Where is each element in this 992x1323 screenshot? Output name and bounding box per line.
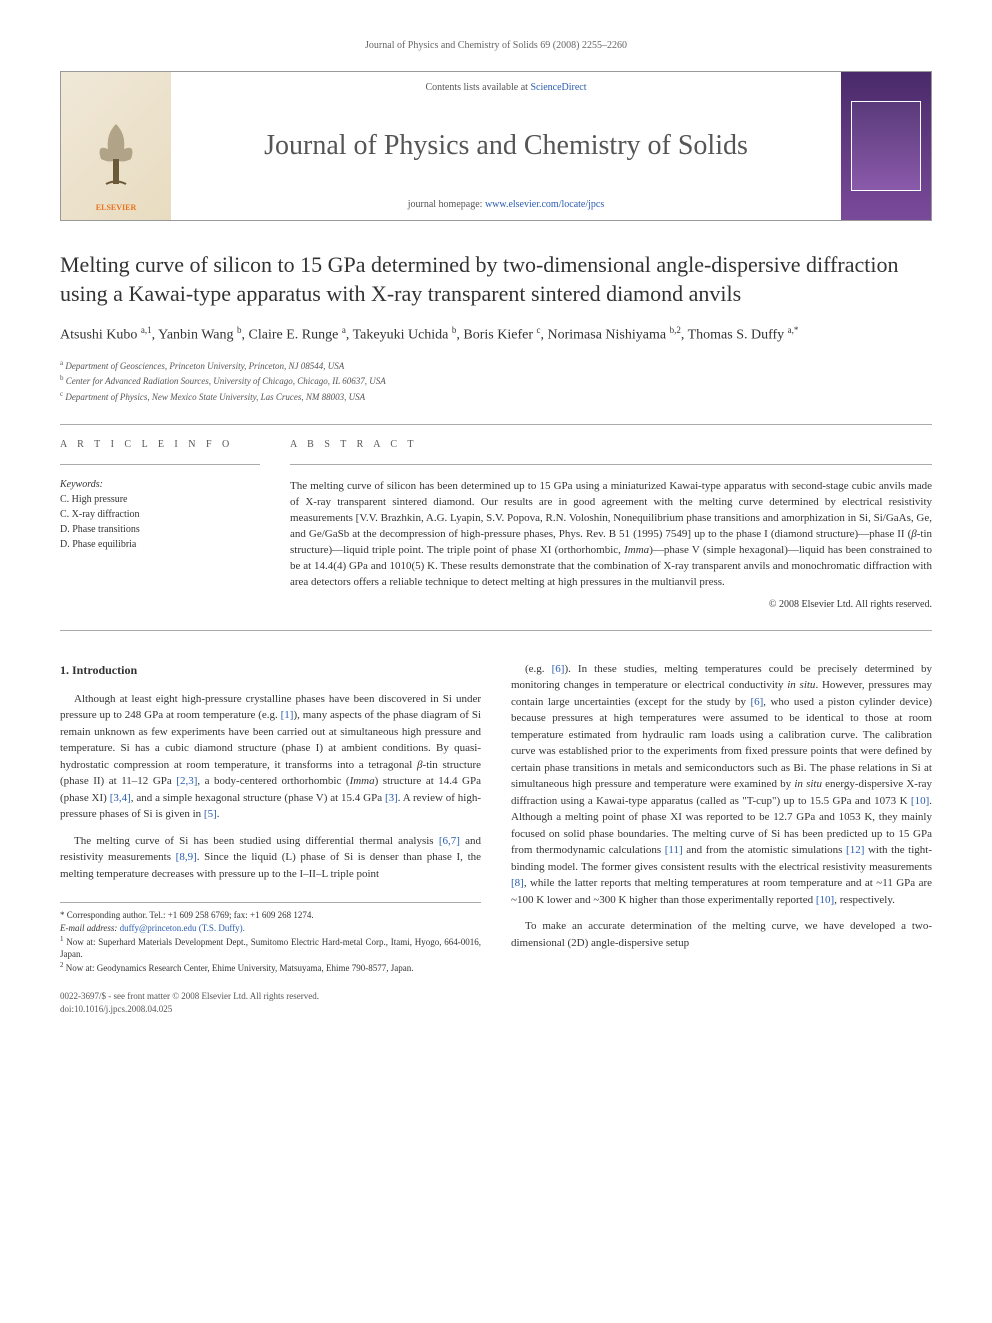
- banner-center: Contents lists available at ScienceDirec…: [171, 72, 841, 220]
- body-left-column: 1. Introduction Although at least eight …: [60, 661, 481, 1016]
- footnote-text: Now at: Superhard Materials Development …: [60, 937, 481, 960]
- abstract-text: The melting curve of silicon has been de…: [290, 479, 932, 591]
- divider: [60, 630, 932, 631]
- footnote-text: Now at: Geodynamics Research Center, Ehi…: [66, 963, 414, 973]
- homepage-link[interactable]: www.elsevier.com/locate/jpcs: [485, 199, 604, 210]
- affil-text: Department of Physics, New Mexico State …: [65, 392, 365, 402]
- footnote-1: 1 Now at: Superhard Materials Developmen…: [60, 935, 481, 961]
- body-paragraph: To make an accurate determination of the…: [511, 918, 932, 951]
- keyword: C. X-ray diffraction: [60, 507, 260, 522]
- keyword: D. Phase equilibria: [60, 537, 260, 552]
- body-paragraph: Although at least eight high-pressure cr…: [60, 691, 481, 823]
- abstract-column: A B S T R A C T The melting curve of sil…: [290, 439, 932, 610]
- keyword: D. Phase transitions: [60, 522, 260, 537]
- elsevier-tree-icon: [86, 114, 146, 194]
- section-heading: 1. Introduction: [60, 661, 481, 679]
- email-label: E-mail address:: [60, 923, 120, 933]
- body-paragraph: The melting curve of Si has been studied…: [60, 833, 481, 883]
- sciencedirect-link[interactable]: ScienceDirect: [530, 82, 586, 93]
- email-link[interactable]: duffy@princeton.edu (T.S. Duffy).: [120, 923, 245, 933]
- abstract-copyright: © 2008 Elsevier Ltd. All rights reserved…: [290, 599, 932, 610]
- keywords-label: Keywords:: [60, 479, 260, 490]
- email-line: E-mail address: duffy@princeton.edu (T.S…: [60, 922, 481, 935]
- corresponding-author-note: * Corresponding author. Tel.: +1 609 258…: [60, 909, 481, 922]
- body-two-column: 1. Introduction Although at least eight …: [60, 661, 932, 1016]
- article-info-column: A R T I C L E I N F O Keywords: C. High …: [60, 439, 260, 610]
- divider: [60, 464, 260, 465]
- contents-prefix: Contents lists available at: [425, 82, 530, 93]
- running-head: Journal of Physics and Chemistry of Soli…: [60, 40, 932, 51]
- doi-line: doi:10.1016/j.jpcs.2008.04.025: [60, 1003, 481, 1016]
- affiliation-a: a Department of Geosciences, Princeton U…: [60, 358, 932, 374]
- meta-abstract-row: A R T I C L E I N F O Keywords: C. High …: [60, 439, 932, 610]
- divider: [290, 464, 932, 465]
- footer-block: 0022-3697/$ - see front matter © 2008 El…: [60, 990, 481, 1015]
- publisher-logo-block: ELSEVIER: [61, 72, 171, 220]
- keyword: C. High pressure: [60, 492, 260, 507]
- affil-key: a: [60, 359, 63, 367]
- footnote-2: 2 Now at: Geodynamics Research Center, E…: [60, 961, 481, 975]
- journal-cover-thumbnail: [851, 101, 921, 191]
- footnotes-block: * Corresponding author. Tel.: +1 609 258…: [60, 902, 481, 974]
- publisher-name: ELSEVIER: [86, 203, 146, 212]
- abstract-label: A B S T R A C T: [290, 439, 932, 450]
- homepage-prefix: journal homepage:: [408, 199, 485, 210]
- affil-text: Center for Advanced Radiation Sources, U…: [66, 376, 386, 386]
- journal-name: Journal of Physics and Chemistry of Soli…: [264, 130, 748, 162]
- affiliations: a Department of Geosciences, Princeton U…: [60, 358, 932, 405]
- article-info-label: A R T I C L E I N F O: [60, 439, 260, 450]
- affiliation-b: b Center for Advanced Radiation Sources,…: [60, 373, 932, 389]
- article-title: Melting curve of silicon to 15 GPa deter…: [60, 251, 932, 308]
- body-paragraph: (e.g. [6]). In these studies, melting te…: [511, 661, 932, 909]
- affiliation-c: c Department of Physics, New Mexico Stat…: [60, 389, 932, 405]
- journal-homepage-line: journal homepage: www.elsevier.com/locat…: [408, 199, 605, 210]
- affil-key: b: [60, 374, 64, 382]
- affil-key: c: [60, 390, 63, 398]
- front-matter-line: 0022-3697/$ - see front matter © 2008 El…: [60, 990, 481, 1003]
- affil-text: Department of Geosciences, Princeton Uni…: [65, 361, 344, 371]
- body-right-column: (e.g. [6]). In these studies, melting te…: [511, 661, 932, 1016]
- journal-banner: ELSEVIER Contents lists available at Sci…: [60, 71, 932, 221]
- author-list: Atsushi Kubo a,1, Yanbin Wang b, Claire …: [60, 324, 932, 346]
- journal-cover-block: [841, 72, 931, 220]
- contents-available-line: Contents lists available at ScienceDirec…: [425, 82, 586, 93]
- divider: [60, 424, 932, 425]
